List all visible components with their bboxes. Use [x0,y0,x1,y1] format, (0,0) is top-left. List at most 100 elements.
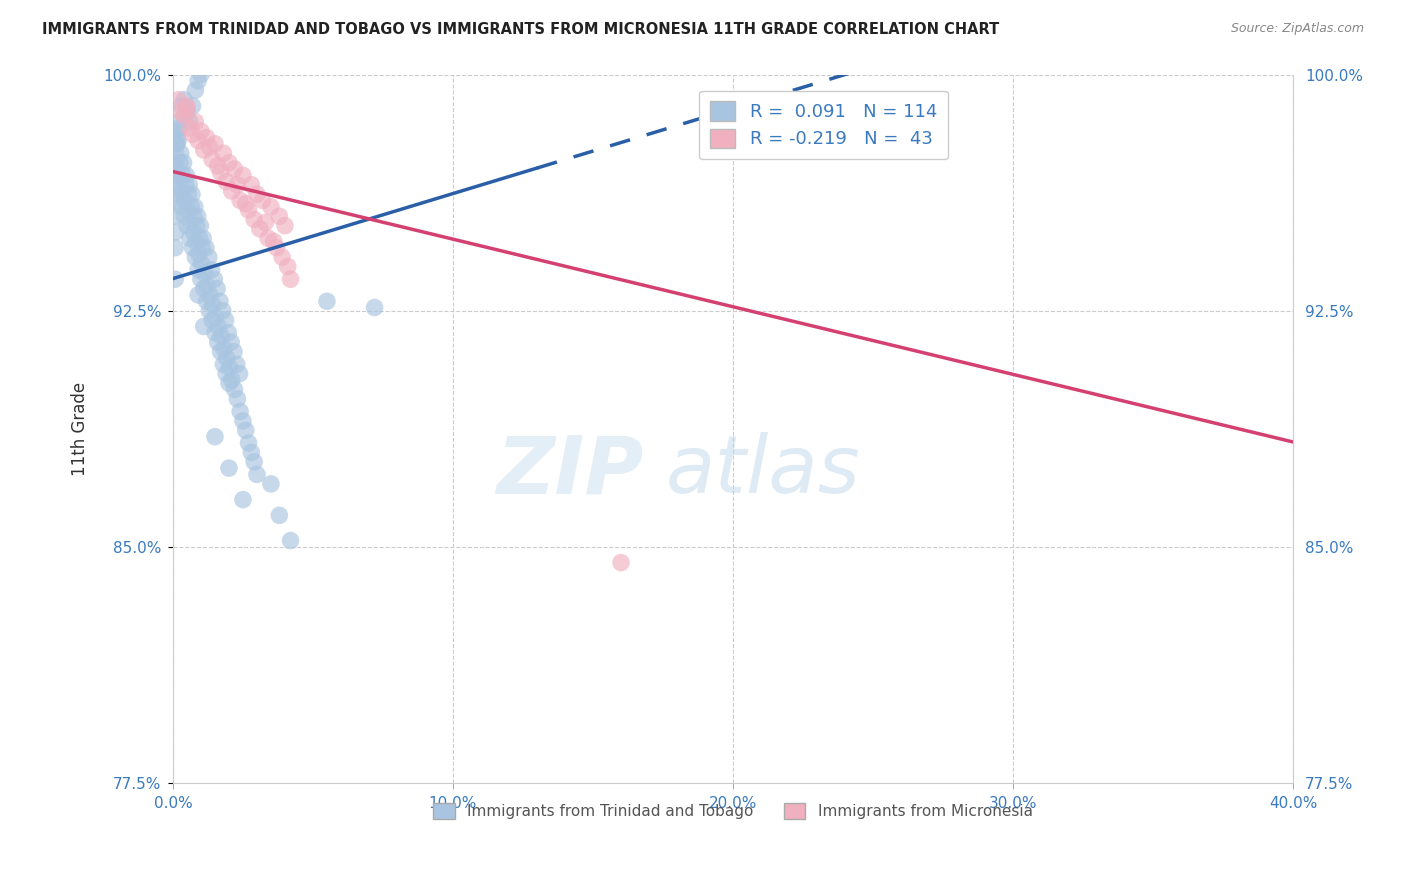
Point [170,200,193,214]
Point [179,178,201,192]
Point [243,212,266,227]
Point [263,235,285,249]
Point [221,373,243,387]
Point [205,282,228,296]
Point [193,231,215,245]
Point [183,209,205,223]
Point [165,136,187,151]
Point [165,272,187,286]
Point [165,194,187,208]
Point [163,155,186,169]
Point [188,231,211,245]
Point [229,194,252,208]
Point [204,326,226,340]
Point [176,102,198,116]
Point [218,461,240,475]
Point [207,159,229,173]
Point [228,367,250,381]
Y-axis label: 11th Grade: 11th Grade [72,382,89,475]
Point [173,209,195,223]
Point [232,492,254,507]
Point [190,272,212,286]
Point [190,219,212,233]
Point [170,184,193,198]
Point [226,178,249,192]
Point [179,121,201,136]
Point [212,342,235,356]
Point [235,196,257,211]
Point [215,175,238,189]
Point [260,200,283,214]
Point [225,357,247,371]
Point [179,114,201,128]
Point [186,219,208,233]
Point [198,288,221,302]
Point [280,272,302,286]
Point [214,313,236,327]
Point [173,194,195,208]
Point [246,187,269,202]
Point [187,134,209,148]
Point [207,335,229,350]
Point [176,202,198,217]
Point [165,241,187,255]
Point [176,219,198,233]
Point [165,225,187,239]
Point [165,146,187,161]
Point [221,184,243,198]
Point [167,114,190,128]
Point [224,161,246,176]
Point [243,455,266,469]
Point [167,121,190,136]
Point [170,146,193,161]
Point [201,153,224,167]
Point [204,430,226,444]
Point [215,351,238,365]
Point [172,169,194,183]
Point [165,178,187,192]
Point [215,367,238,381]
Point [252,194,274,208]
Point [163,169,186,183]
Point [195,278,218,293]
Point [184,114,207,128]
Point [219,335,242,350]
Text: atlas: atlas [666,433,860,510]
Point [240,445,263,459]
Point [166,136,188,151]
Point [269,209,291,223]
Point [195,130,218,145]
Point [193,143,215,157]
Point [187,262,209,277]
Point [209,165,232,179]
Point [193,282,215,296]
Point [249,222,271,236]
Point [176,105,198,120]
Point [165,124,187,138]
Point [194,241,217,255]
Point [246,467,269,482]
Point [610,556,633,570]
Point [209,329,232,343]
Point [200,262,222,277]
Point [167,134,190,148]
Point [224,383,246,397]
Point [177,187,200,202]
Point [274,219,297,233]
Point [174,178,197,192]
Point [235,423,257,437]
Point [204,310,226,324]
Point [187,247,209,261]
Legend: Immigrants from Trinidad and Tobago, Immigrants from Micronesia: Immigrants from Trinidad and Tobago, Imm… [427,797,1039,825]
Point [201,297,224,311]
Point [181,187,204,202]
Point [198,303,221,318]
Point [190,124,212,138]
Point [232,414,254,428]
Point [316,294,339,309]
Point [173,93,195,107]
Point [238,202,260,217]
Point [212,357,235,371]
Point [207,319,229,334]
Point [187,74,209,88]
